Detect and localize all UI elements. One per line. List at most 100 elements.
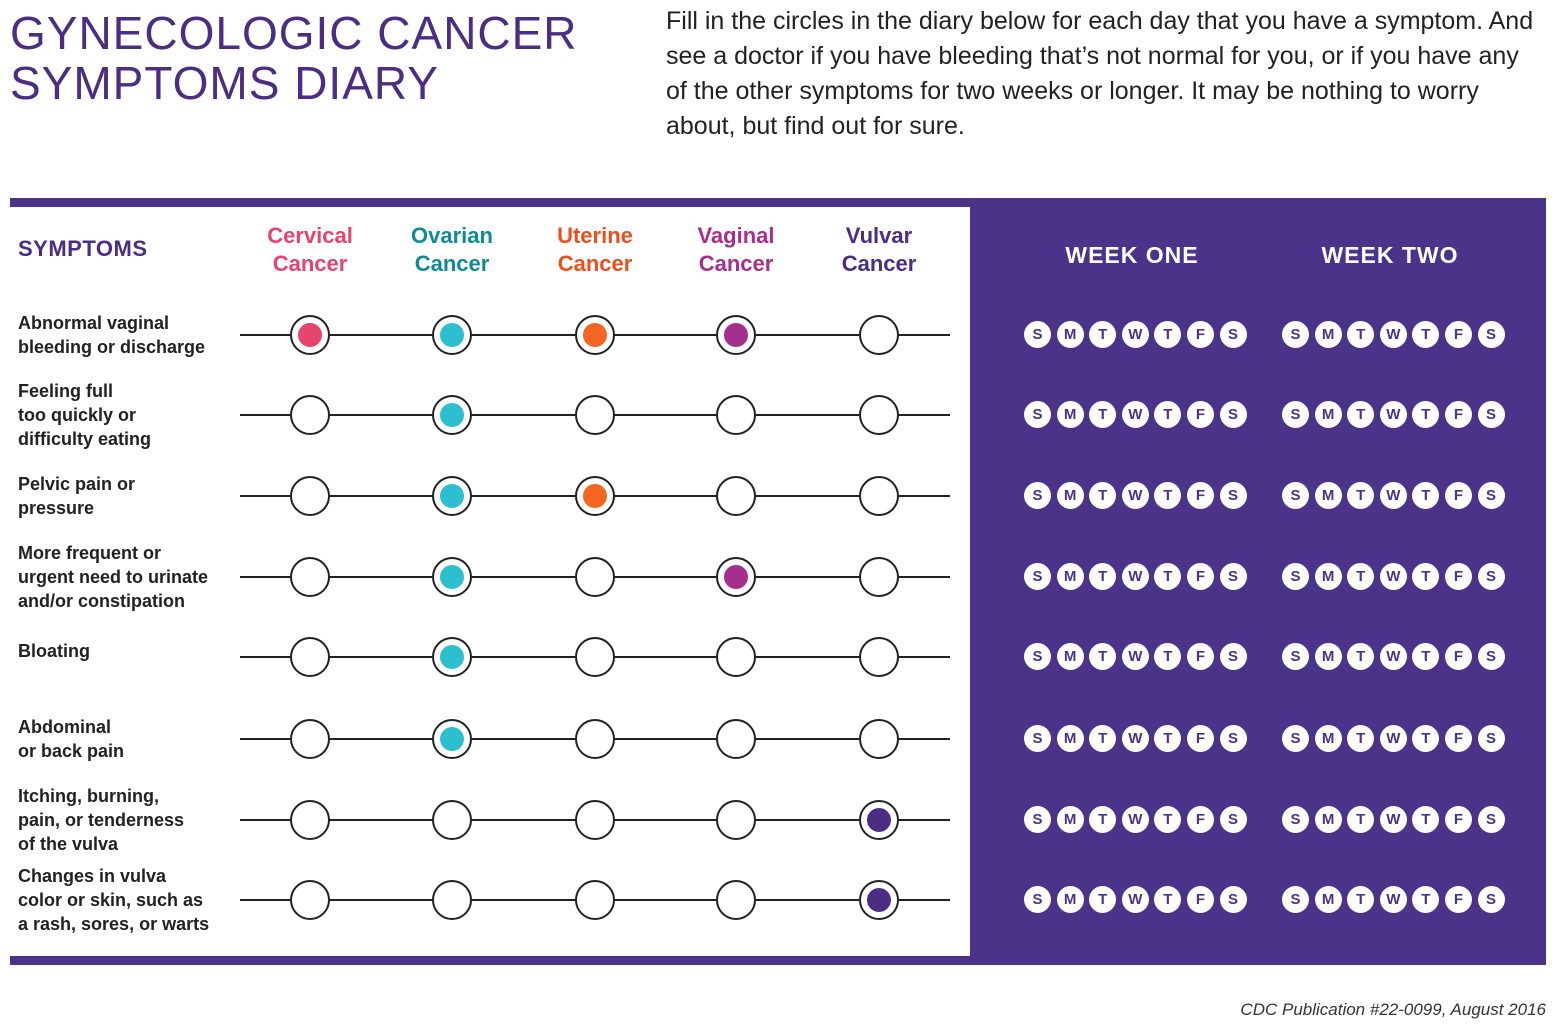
day-circle[interactable]: M — [1314, 643, 1342, 670]
symptom-circle-cervical[interactable] — [290, 637, 330, 677]
day-circle[interactable]: F — [1444, 886, 1472, 913]
day-circle[interactable]: S — [1282, 401, 1309, 428]
symptom-circle-vulvar[interactable] — [859, 476, 899, 516]
symptom-circle-ovarian[interactable] — [432, 476, 472, 516]
day-circle[interactable]: M — [1056, 482, 1084, 509]
day-circle[interactable]: W — [1121, 482, 1149, 509]
day-circle[interactable]: S — [1219, 886, 1247, 913]
symptom-circle-cervical[interactable] — [290, 476, 330, 516]
symptom-circle-vaginal[interactable] — [716, 800, 756, 840]
day-circle[interactable]: T — [1347, 482, 1375, 509]
day-circle[interactable]: F — [1186, 643, 1214, 670]
day-circle[interactable]: M — [1314, 886, 1342, 913]
day-circle[interactable]: F — [1444, 321, 1472, 348]
day-circle[interactable]: S — [1219, 401, 1247, 428]
symptom-circle-cervical[interactable] — [290, 719, 330, 759]
day-circle[interactable]: S — [1477, 643, 1505, 670]
symptom-circle-vulvar[interactable] — [859, 395, 899, 435]
symptom-circle-vaginal[interactable] — [716, 637, 756, 677]
day-circle[interactable]: M — [1056, 806, 1084, 833]
day-circle[interactable]: T — [1154, 401, 1182, 428]
day-circle[interactable]: S — [1024, 563, 1051, 590]
day-circle[interactable]: M — [1314, 725, 1342, 752]
day-circle[interactable]: W — [1121, 643, 1149, 670]
day-circle[interactable]: S — [1477, 886, 1505, 913]
day-circle[interactable]: S — [1024, 725, 1051, 752]
day-circle[interactable]: S — [1219, 725, 1247, 752]
day-circle[interactable]: F — [1444, 643, 1472, 670]
day-circle[interactable]: T — [1089, 806, 1117, 833]
day-circle[interactable]: T — [1089, 725, 1117, 752]
day-circle[interactable]: T — [1089, 563, 1117, 590]
day-circle[interactable]: T — [1347, 321, 1375, 348]
day-circle[interactable]: T — [1089, 401, 1117, 428]
day-circle[interactable]: T — [1347, 886, 1375, 913]
day-circle[interactable]: S — [1219, 321, 1247, 348]
symptom-circle-ovarian[interactable] — [432, 637, 472, 677]
day-circle[interactable]: T — [1412, 563, 1440, 590]
symptom-circle-vulvar[interactable] — [859, 557, 899, 597]
symptom-circle-vaginal[interactable] — [716, 476, 756, 516]
symptom-circle-cervical[interactable] — [290, 395, 330, 435]
day-circle[interactable]: T — [1412, 321, 1440, 348]
day-circle[interactable]: F — [1186, 321, 1214, 348]
day-circle[interactable]: S — [1282, 886, 1309, 913]
day-circle[interactable]: T — [1089, 321, 1117, 348]
day-circle[interactable]: S — [1024, 321, 1051, 348]
day-circle[interactable]: W — [1379, 482, 1407, 509]
symptom-circle-ovarian[interactable] — [432, 557, 472, 597]
symptom-circle-vulvar[interactable] — [859, 637, 899, 677]
day-circle[interactable]: F — [1186, 806, 1214, 833]
day-circle[interactable]: T — [1347, 806, 1375, 833]
day-circle[interactable]: F — [1186, 563, 1214, 590]
day-circle[interactable]: F — [1186, 401, 1214, 428]
day-circle[interactable]: M — [1314, 401, 1342, 428]
day-circle[interactable]: F — [1444, 482, 1472, 509]
day-circle[interactable]: W — [1121, 563, 1149, 590]
symptom-circle-vulvar[interactable] — [859, 315, 899, 355]
day-circle[interactable]: S — [1477, 321, 1505, 348]
day-circle[interactable]: S — [1477, 725, 1505, 752]
symptom-circle-uterine[interactable] — [575, 557, 615, 597]
day-circle[interactable]: W — [1121, 401, 1149, 428]
day-circle[interactable]: W — [1379, 806, 1407, 833]
day-circle[interactable]: W — [1379, 643, 1407, 670]
day-circle[interactable]: S — [1219, 482, 1247, 509]
day-circle[interactable]: T — [1154, 321, 1182, 348]
day-circle[interactable]: S — [1024, 401, 1051, 428]
symptom-circle-cervical[interactable] — [290, 880, 330, 920]
day-circle[interactable]: T — [1089, 482, 1117, 509]
day-circle[interactable]: T — [1089, 643, 1117, 670]
day-circle[interactable]: S — [1219, 643, 1247, 670]
day-circle[interactable]: T — [1347, 643, 1375, 670]
day-circle[interactable]: M — [1314, 806, 1342, 833]
day-circle[interactable]: W — [1121, 725, 1149, 752]
day-circle[interactable]: T — [1347, 401, 1375, 428]
symptom-circle-ovarian[interactable] — [432, 719, 472, 759]
day-circle[interactable]: T — [1347, 563, 1375, 590]
symptom-circle-uterine[interactable] — [575, 637, 615, 677]
day-circle[interactable]: S — [1219, 806, 1247, 833]
day-circle[interactable]: T — [1412, 643, 1440, 670]
day-circle[interactable]: T — [1154, 482, 1182, 509]
day-circle[interactable]: F — [1186, 886, 1214, 913]
day-circle[interactable]: M — [1056, 401, 1084, 428]
day-circle[interactable]: M — [1056, 563, 1084, 590]
day-circle[interactable]: T — [1154, 806, 1182, 833]
day-circle[interactable]: W — [1379, 401, 1407, 428]
symptom-circle-uterine[interactable] — [575, 476, 615, 516]
day-circle[interactable]: W — [1379, 886, 1407, 913]
symptom-circle-vaginal[interactable] — [716, 395, 756, 435]
day-circle[interactable]: W — [1379, 321, 1407, 348]
day-circle[interactable]: F — [1444, 725, 1472, 752]
day-circle[interactable]: S — [1477, 806, 1505, 833]
day-circle[interactable]: S — [1477, 482, 1505, 509]
symptom-circle-vaginal[interactable] — [716, 880, 756, 920]
day-circle[interactable]: F — [1444, 563, 1472, 590]
day-circle[interactable]: S — [1477, 563, 1505, 590]
symptom-circle-ovarian[interactable] — [432, 315, 472, 355]
day-circle[interactable]: S — [1024, 482, 1051, 509]
day-circle[interactable]: M — [1314, 482, 1342, 509]
day-circle[interactable]: M — [1056, 886, 1084, 913]
day-circle[interactable]: M — [1314, 321, 1342, 348]
